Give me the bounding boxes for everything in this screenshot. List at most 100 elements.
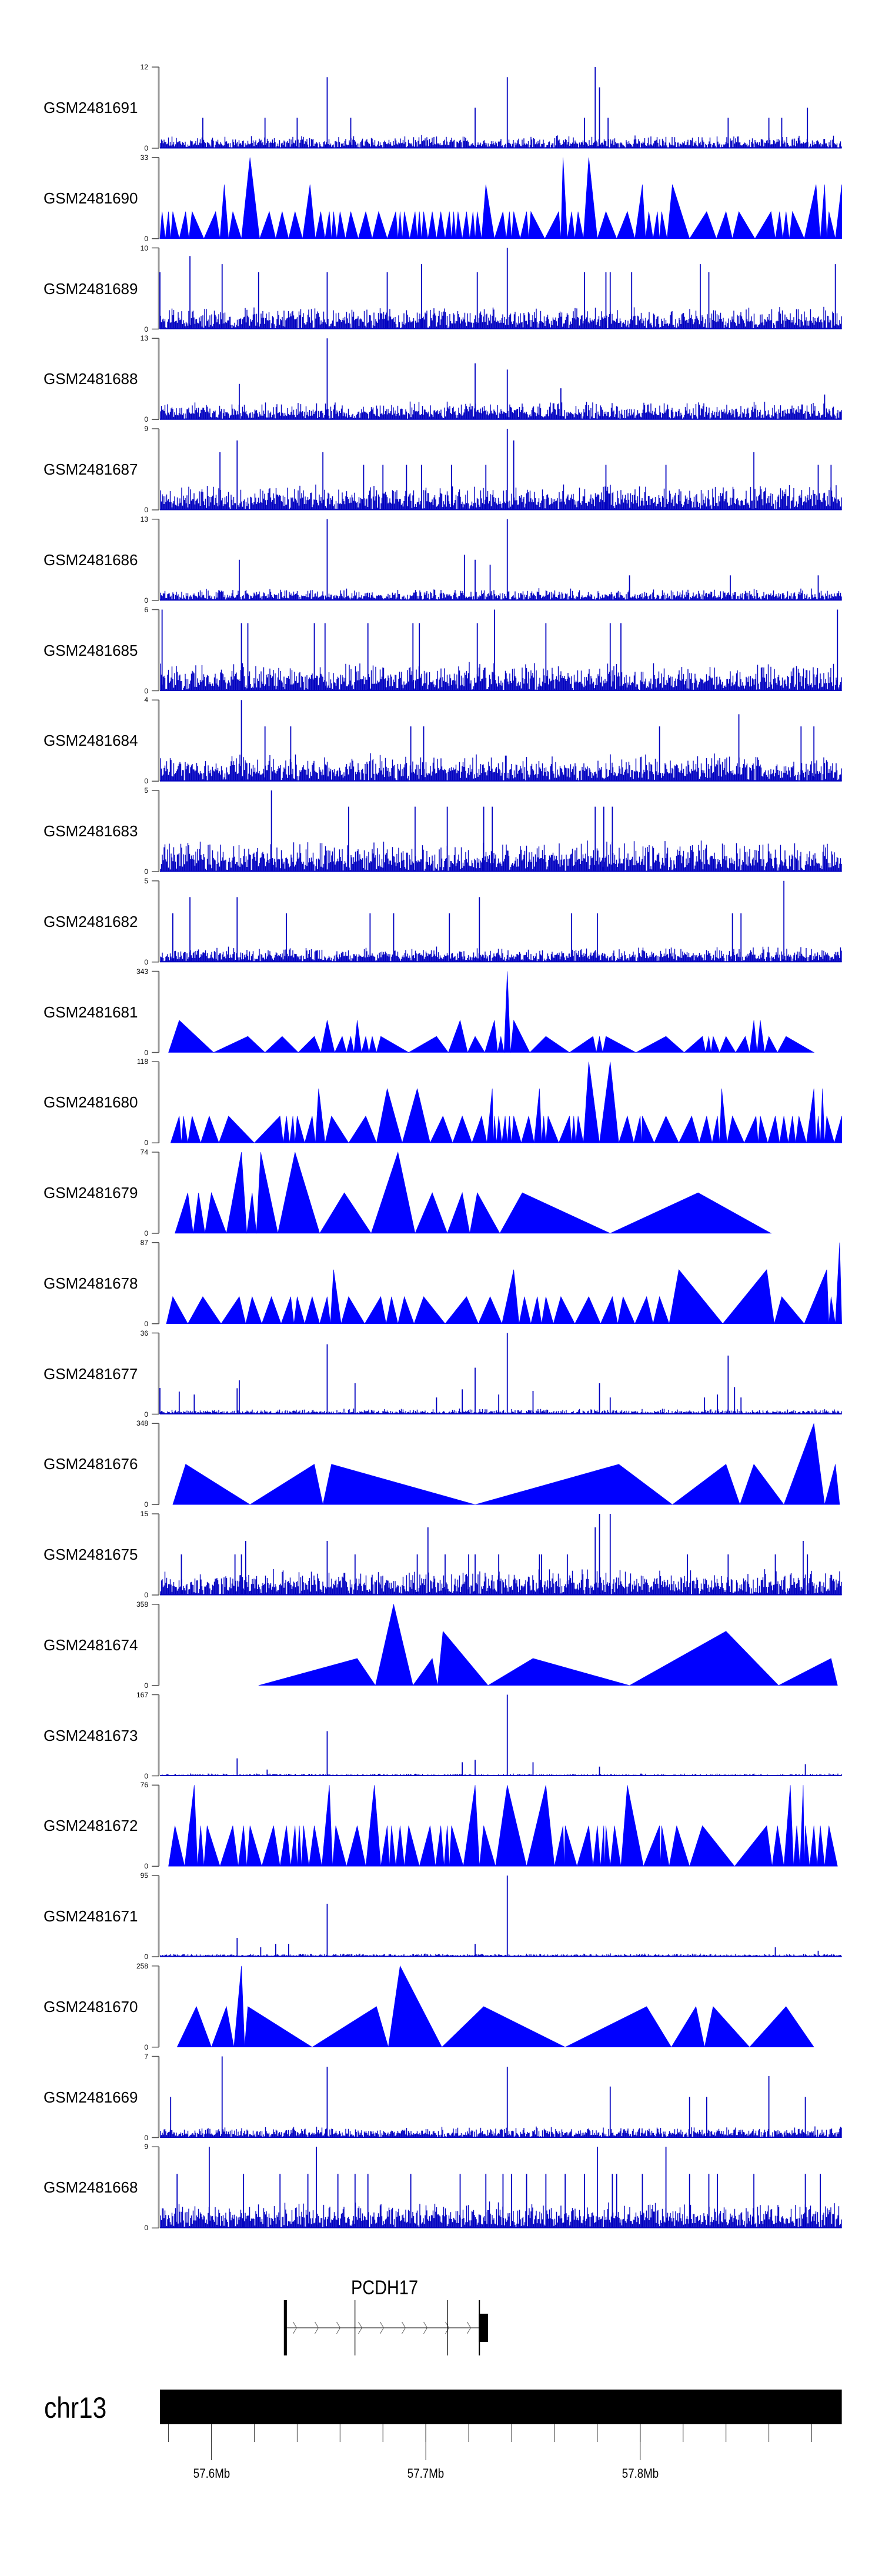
y-axis-min-label: 0 (144, 1681, 148, 1690)
signal-peak (782, 211, 790, 239)
signal-peak (259, 211, 276, 239)
signal-peak (213, 1036, 266, 1053)
signal-peak (334, 1036, 347, 1053)
signal-peak (417, 211, 422, 239)
y-axis-max-label: 12 (140, 63, 148, 71)
signal-peak (188, 1116, 201, 1143)
signal-peak (288, 211, 303, 239)
signal-peak (441, 2006, 566, 2048)
signal-peak (170, 1116, 182, 1143)
signal-peak (253, 1115, 284, 1143)
signal-peak (429, 1115, 453, 1143)
signal-peak (386, 1296, 399, 1324)
signal-peak (419, 1826, 436, 1867)
signal-peak (330, 1269, 342, 1324)
signal-peak (375, 1604, 413, 1686)
signal-peak (777, 1036, 815, 1053)
signal-peak (301, 1826, 309, 1867)
signal-peak (168, 1020, 214, 1053)
track-label: GSM2481683 (44, 822, 138, 840)
baseline-signal (160, 840, 842, 872)
track-label: GSM2481681 (44, 1003, 138, 1021)
signal-peak (226, 1152, 248, 1234)
track-label: GSM2481689 (44, 279, 138, 298)
signal-peak (298, 1036, 321, 1053)
baseline-signal (160, 588, 842, 600)
y-axis-max-label: 118 (136, 1057, 148, 1066)
signal-peak (436, 211, 446, 239)
signal-peak (683, 1036, 706, 1053)
signal-peak (249, 1464, 323, 1505)
signal-peak (526, 1785, 555, 1867)
y-axis-min-label: 0 (144, 957, 148, 966)
signal-peak (793, 1826, 800, 1867)
signal-peak (332, 1826, 347, 1867)
signal-peak (361, 1036, 369, 1053)
signal-peak (320, 1020, 335, 1053)
y-axis-min-label: 0 (144, 867, 148, 876)
signal-peak (530, 1296, 542, 1324)
signal-peak (558, 1116, 572, 1143)
signal-peak (519, 1296, 532, 1324)
signal-peak (261, 1826, 280, 1867)
signal-peak (322, 1464, 476, 1505)
signal-peak (835, 1242, 842, 1324)
signal-peak (511, 211, 520, 239)
signal-peak (409, 211, 417, 239)
signal-peak (699, 1116, 713, 1143)
signal-peak (402, 1088, 430, 1143)
signal-peak (290, 1826, 298, 1867)
baseline-signal (160, 401, 842, 420)
signal-peak (203, 1826, 220, 1867)
baseline-signal (160, 753, 842, 782)
track-GSM2481670 (152, 1965, 814, 2048)
track-GSM2481687 (152, 428, 842, 510)
signal-peak (817, 1826, 825, 1867)
track-label: GSM2481690 (44, 189, 138, 207)
y-axis-min-label: 0 (144, 1771, 148, 1780)
y-axis-max-label: 76 (140, 1781, 148, 1790)
signal-peak (600, 1826, 605, 1867)
strand-arrow-icon (423, 2321, 427, 2334)
signal-peak (806, 1088, 817, 1143)
signal-peak (165, 211, 171, 239)
exon (283, 2300, 287, 2355)
signal-peak (402, 211, 410, 239)
y-axis-max-label: 9 (144, 2143, 148, 2151)
signal-peak (421, 211, 429, 239)
signal-peak (788, 1116, 796, 1143)
signal-peak (502, 1116, 508, 1143)
y-axis-max-label: 15 (140, 1510, 148, 1518)
signal-peak (654, 1115, 679, 1143)
signal-peak (325, 211, 332, 239)
signal-peak (521, 1116, 534, 1143)
signal-peak (455, 211, 463, 239)
signal-peak (200, 1115, 219, 1143)
y-axis-max-label: 4 (144, 696, 148, 705)
strand-arrow-icon (358, 2321, 362, 2334)
strand-arrow-icon (380, 2321, 384, 2334)
signal-peak (716, 211, 733, 239)
signal-peak (569, 1036, 597, 1053)
track-label: GSM2481669 (44, 2088, 138, 2106)
signal-peak (529, 1036, 570, 1053)
strand-arrow-icon (445, 2321, 449, 2334)
signal-peak (634, 1296, 654, 1324)
signal-peak (427, 211, 437, 239)
signal-peak (705, 1036, 711, 1053)
track-GSM2481680 (152, 1061, 842, 1143)
signal-peak (620, 1785, 644, 1867)
signal-peak (443, 1826, 450, 1867)
signal-peak (610, 1826, 622, 1867)
y-axis-min-label: 0 (144, 2133, 148, 2142)
signal-peak (574, 1296, 601, 1324)
signal-peak (710, 1035, 720, 1053)
signal-peak (415, 1192, 448, 1234)
y-axis-min-label: 0 (144, 1591, 148, 1599)
signal-peak (245, 1296, 262, 1324)
signal-peak (722, 1269, 775, 1324)
signal-peak (219, 1826, 239, 1867)
signal-peak (369, 1036, 377, 1053)
signal-peak (641, 1116, 654, 1143)
signal-peak (336, 211, 346, 239)
